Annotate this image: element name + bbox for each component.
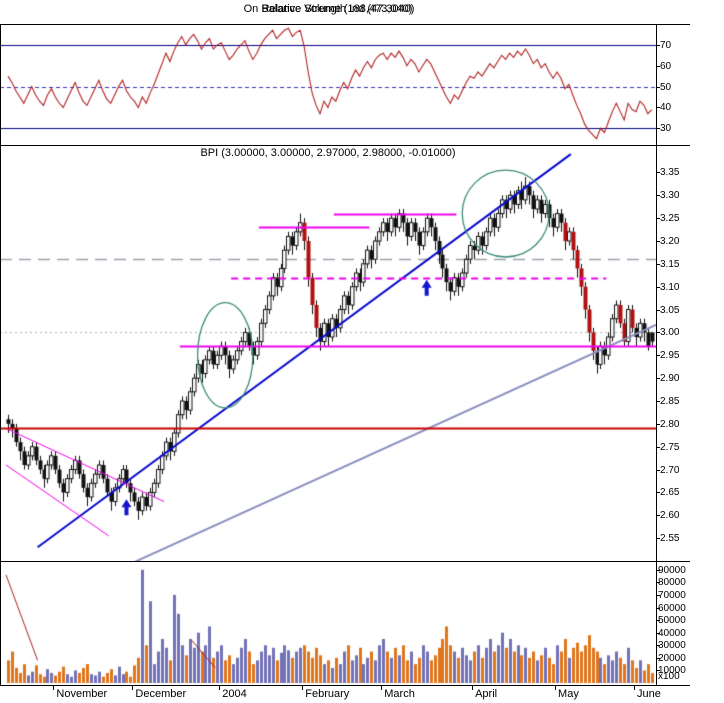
month-tick <box>634 685 636 690</box>
axis-tickmark <box>656 286 660 288</box>
x-axis-line <box>0 685 690 686</box>
indicator-title: On Balance Volume (188,473,040) Relative… <box>0 3 656 18</box>
volume-axis-label: 10000 <box>658 665 686 677</box>
axis-tickmark <box>656 195 660 197</box>
axis-tickmark <box>656 332 660 334</box>
price-axis-label: 2.85 <box>660 396 680 407</box>
rsi-axis-label: 40 <box>660 102 672 114</box>
axis-tickmark <box>656 172 660 174</box>
price-axis-label: 2.60 <box>660 510 680 522</box>
price-axis-label: 2.65 <box>660 487 680 499</box>
volume-axis-label: 30000 <box>658 640 686 652</box>
axis-tickmark <box>656 355 660 357</box>
price-axis-label: 3.00 <box>660 327 680 339</box>
panel-border <box>0 24 1 686</box>
month-label: February <box>305 688 350 700</box>
axis-tickmark <box>656 401 660 402</box>
axis-tickmark <box>656 65 660 67</box>
axis-tickmark <box>656 569 660 571</box>
volume-axis-label: 40000 <box>658 627 686 639</box>
month-label: March <box>384 688 415 700</box>
axis-tickmark <box>656 309 660 311</box>
axis-tickmark <box>656 607 660 609</box>
month-tick <box>302 685 304 690</box>
axis-tickmark <box>656 582 660 584</box>
month-tick <box>472 685 474 690</box>
volume-axis-label: 60000 <box>658 602 686 614</box>
price-axis-label: 2.90 <box>660 373 680 385</box>
volume-unit-label: x100 <box>658 671 680 682</box>
rsi-axis-label: 30 <box>660 123 672 135</box>
volume-axis-label: 50000 <box>658 615 686 627</box>
axis-tickmark <box>656 538 660 540</box>
axis-tickmark <box>656 492 660 494</box>
month-label: June <box>637 688 661 700</box>
price-axis-label: 3.05 <box>660 304 680 316</box>
price-chart-canvas[interactable] <box>0 145 656 561</box>
price-axis-label: 3.30 <box>660 190 680 202</box>
volume-chart-canvas[interactable] <box>0 561 656 685</box>
rsi-axis-label: 60 <box>660 60 672 72</box>
volume-axis-label: 20000 <box>658 652 686 664</box>
price-axis-label: 3.25 <box>660 213 680 225</box>
axis-tickmark <box>656 241 660 242</box>
volume-axis-label: 80000 <box>658 577 686 589</box>
month-tick <box>381 685 383 690</box>
month-tick <box>53 685 55 690</box>
month-label: May <box>558 688 579 700</box>
panel-border <box>0 145 690 146</box>
month-tick <box>219 685 221 690</box>
panel-border <box>0 561 690 562</box>
price-axis-label: 2.55 <box>660 533 680 545</box>
price-axis-label: 3.35 <box>660 167 680 179</box>
axis-tickmark <box>656 107 660 109</box>
obv-title-text: On Balance Volume (188,473,040) <box>243 3 413 15</box>
axis-tickmark <box>656 645 660 647</box>
price-axis-label: 2.70 <box>660 464 680 476</box>
month-label: April <box>475 688 498 700</box>
y-axis-line <box>656 24 657 686</box>
axis-tickmark <box>656 469 660 471</box>
axis-tickmark <box>656 128 660 130</box>
axis-tickmark <box>656 594 660 596</box>
axis-tickmark <box>656 620 660 622</box>
axis-tickmark <box>656 378 660 380</box>
month-label: 2004 <box>222 688 247 700</box>
axis-tickmark <box>656 86 660 88</box>
rsi-axis-label: 50 <box>660 81 672 93</box>
volume-axis-label: 70000 <box>658 589 686 601</box>
rsi-axis-label: 70 <box>660 39 672 51</box>
price-axis-label: 3.15 <box>660 258 680 270</box>
volume-axis-label: 90000 <box>658 564 686 576</box>
axis-tickmark <box>656 218 660 220</box>
axis-tickmark <box>656 670 660 672</box>
month-tick <box>555 685 557 690</box>
price-axis-label: 2.75 <box>660 441 680 453</box>
axis-tickmark <box>656 263 660 265</box>
month-label: December <box>135 688 187 700</box>
panel-border <box>0 24 690 25</box>
axis-tickmark <box>656 632 660 634</box>
price-axis-label: 2.80 <box>660 418 680 430</box>
axis-tickmark <box>656 44 660 46</box>
price-axis-label: 2.95 <box>660 350 680 362</box>
axis-tickmark <box>656 423 660 425</box>
rsi-chart-canvas[interactable] <box>0 24 656 145</box>
month-label: November <box>56 688 108 700</box>
month-tick <box>132 685 134 690</box>
rsi-title-text: Relative Strength Ind (47.3040) <box>261 3 415 15</box>
axis-tickmark <box>656 446 660 448</box>
axis-tickmark <box>656 657 660 659</box>
price-axis-label: 3.20 <box>660 236 680 247</box>
price-title: BPI (3.00000, 3.00000, 2.97000, 2.98000,… <box>200 147 456 159</box>
price-axis-label: 3.10 <box>660 281 680 293</box>
axis-tickmark <box>656 515 660 517</box>
